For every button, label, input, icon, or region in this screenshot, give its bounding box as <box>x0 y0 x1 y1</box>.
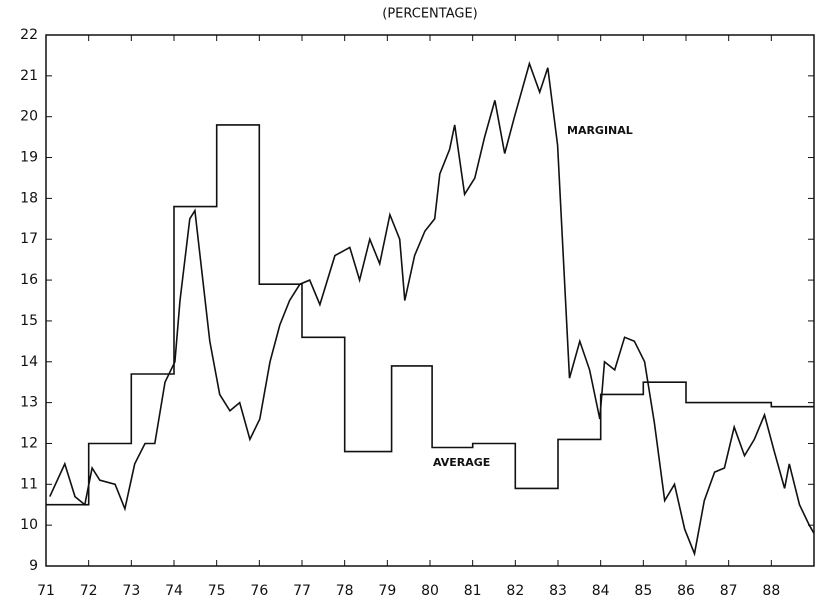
y-tick-label: 13 <box>20 395 38 411</box>
y-tick-label: 16 <box>20 272 38 288</box>
x-tick-label: 73 <box>122 583 140 599</box>
series-line <box>46 124 814 506</box>
annotation: MARGINAL <box>567 124 633 137</box>
x-tick-label: 77 <box>293 583 311 599</box>
x-tick-label: 74 <box>165 583 183 599</box>
y-tick-label: 12 <box>20 435 38 451</box>
x-tick-label: 84 <box>592 583 610 599</box>
x-tick-label: 80 <box>421 583 439 599</box>
y-tick-label: 21 <box>20 68 38 84</box>
y-tick-label: 10 <box>20 517 38 533</box>
x-tick-label: 86 <box>677 583 695 599</box>
y-tick-label: 17 <box>20 231 38 247</box>
x-tick-label: 81 <box>464 583 482 599</box>
x-tick-label: 76 <box>250 583 268 599</box>
x-tick-label: 83 <box>549 583 567 599</box>
y-tick-label: 15 <box>20 313 38 329</box>
chart-title: (PERCENTAGE) <box>382 7 477 22</box>
x-tick-label: 85 <box>634 583 652 599</box>
x-tick-label: 72 <box>80 583 98 599</box>
x-tick-label: 78 <box>336 583 354 599</box>
y-tick-label: 14 <box>20 354 38 370</box>
y-tick-label: 9 <box>29 558 38 574</box>
y-tick-label: 22 <box>20 27 38 43</box>
x-tick-label: 82 <box>506 583 524 599</box>
y-tick-label: 20 <box>20 109 38 125</box>
plot-frame <box>45 34 815 567</box>
y-tick-label: 19 <box>20 150 38 166</box>
y-tick-label: 11 <box>20 476 38 492</box>
x-tick-label: 87 <box>720 583 738 599</box>
annotation: AVERAGE <box>433 456 490 469</box>
x-tick-label: 79 <box>378 583 396 599</box>
y-tick-label: 18 <box>20 190 38 206</box>
series-line <box>49 60 815 557</box>
x-tick-label: 75 <box>208 583 226 599</box>
x-tick-label: 71 <box>37 583 55 599</box>
x-tick-label: 88 <box>762 583 780 599</box>
